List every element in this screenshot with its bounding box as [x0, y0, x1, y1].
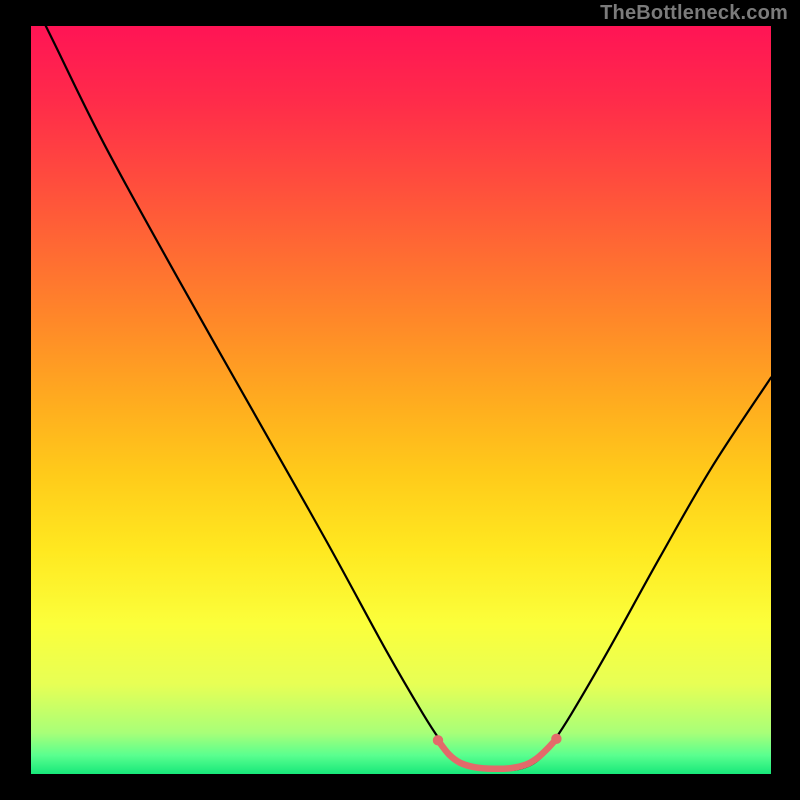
optimal-range-start-dot — [433, 735, 443, 745]
bottleneck-chart-svg — [31, 26, 771, 774]
bottleneck-chart — [31, 26, 771, 774]
optimal-range-end-dot — [551, 734, 561, 744]
gradient-background — [31, 26, 771, 774]
watermark-text: TheBottleneck.com — [600, 2, 788, 25]
chart-stage: TheBottleneck.com — [0, 0, 800, 800]
